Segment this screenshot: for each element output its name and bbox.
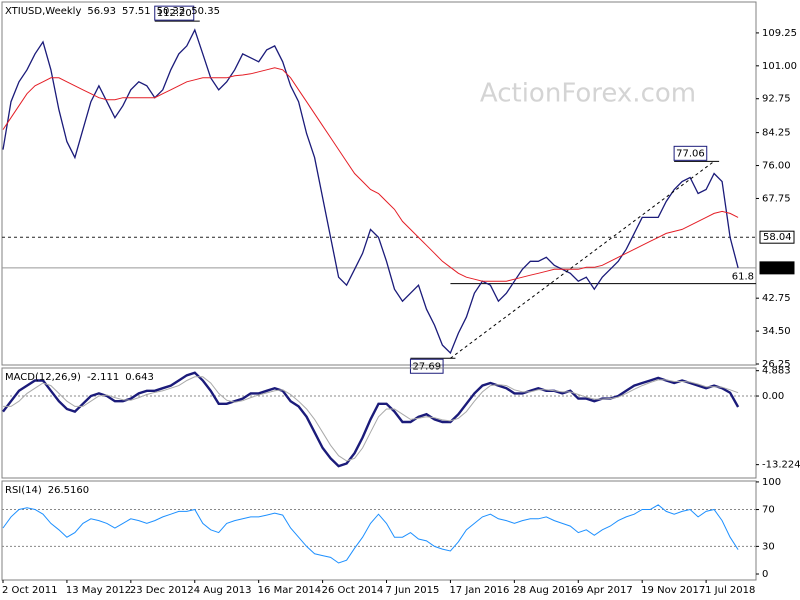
level-label-box bbox=[759, 261, 795, 275]
y-tick-label: 101.00 bbox=[762, 61, 797, 72]
price-mark-box bbox=[154, 5, 195, 21]
series-line bbox=[3, 376, 739, 462]
y-tick-label: 67.75 bbox=[762, 193, 791, 204]
y-tick-label: -13.224 bbox=[762, 460, 800, 471]
panel-title: RSI(14) bbox=[5, 485, 42, 496]
series-line bbox=[2, 67, 739, 282]
x-tick-label: 9 Apr 2017 bbox=[577, 585, 632, 596]
y-tick-label: 70 bbox=[762, 505, 775, 516]
x-tick-label: 17 Jan 2016 bbox=[449, 585, 509, 596]
x-tick-label: 1 Jul 2018 bbox=[705, 585, 755, 596]
y-tick-label: 84.25 bbox=[762, 128, 791, 139]
y-tick-label: 92.75 bbox=[762, 94, 791, 105]
price-mark-label: 27.69 bbox=[412, 361, 441, 372]
x-tick-label: 26 Oct 2014 bbox=[322, 585, 384, 596]
ohlc-value: 50.32 bbox=[157, 6, 186, 17]
y-tick-label: 76.00 bbox=[762, 161, 791, 172]
panel-title: MACD(12,26,9) bbox=[5, 372, 81, 383]
x-tick-label: 23 Dec 2012 bbox=[130, 585, 194, 596]
panel-title: XTIUSD,Weekly bbox=[5, 6, 81, 17]
panel-frame bbox=[1, 367, 757, 479]
x-tick-label: 28 Aug 2016 bbox=[513, 585, 577, 596]
level-label-box bbox=[759, 230, 795, 244]
series-line bbox=[2, 28, 739, 355]
trend-line bbox=[450, 160, 715, 359]
price-mark-label: 77.06 bbox=[676, 148, 705, 159]
readout-value: -2.111 bbox=[87, 372, 119, 383]
level-label: 50.35 bbox=[763, 263, 792, 274]
series-line bbox=[2, 504, 739, 564]
ohlc-value: 57.51 bbox=[122, 6, 151, 17]
readout-value: 26.5160 bbox=[48, 485, 89, 496]
readout-value: 0.643 bbox=[125, 372, 154, 383]
x-tick-label: 16 Mar 2014 bbox=[258, 585, 321, 596]
y-tick-label: 109.25 bbox=[762, 28, 797, 39]
x-tick-label: 4 Aug 2013 bbox=[194, 585, 252, 596]
price-mark-label: 112.20 bbox=[157, 8, 192, 19]
price-mark-box bbox=[409, 358, 444, 374]
price-mark-box bbox=[673, 145, 708, 161]
x-tick-label: 13 May 2012 bbox=[66, 585, 131, 596]
y-tick-label: 30 bbox=[762, 541, 775, 552]
panel-frame bbox=[1, 1, 757, 366]
x-tick-label: 7 Jun 2015 bbox=[386, 585, 440, 596]
x-tick-label: 2 Oct 2011 bbox=[2, 585, 57, 596]
y-tick-label: 100 bbox=[762, 477, 781, 488]
ohlc-value: 50.35 bbox=[191, 6, 220, 17]
y-tick-label: 4.883 bbox=[762, 366, 791, 377]
x-tick-label: 19 Nov 2017 bbox=[641, 585, 705, 596]
y-tick-label: 0 bbox=[762, 569, 768, 580]
watermark: ActionForex.com bbox=[480, 79, 696, 109]
y-tick-label: 0.00 bbox=[762, 391, 784, 402]
panel-frame bbox=[1, 480, 757, 581]
y-tick-label: 34.50 bbox=[762, 326, 791, 337]
ohlc-value: 56.93 bbox=[87, 6, 116, 17]
y-tick-label: 42.75 bbox=[762, 293, 791, 304]
fib-label: 61.8 bbox=[732, 272, 754, 283]
level-label: 58.04 bbox=[763, 232, 792, 243]
y-tick-label: 26.25 bbox=[762, 359, 791, 370]
